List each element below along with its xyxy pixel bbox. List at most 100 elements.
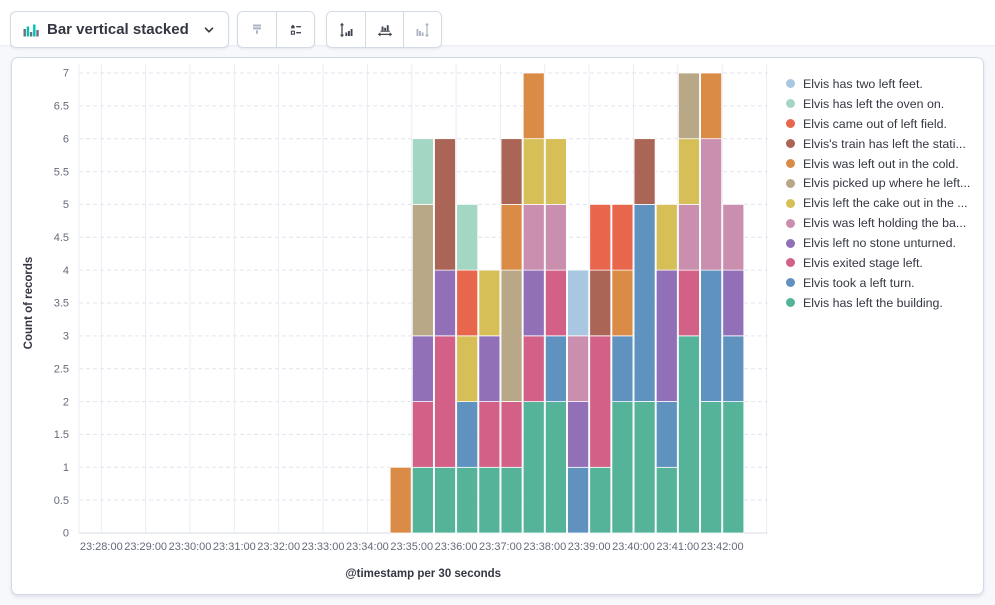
bar-segment[interactable]: Elvis has left the building.: [434, 466, 456, 534]
bar-segment[interactable]: Elvis took a left turn.: [700, 269, 722, 402]
bar-segment[interactable]: Elvis has left the building.: [478, 466, 501, 534]
bar-segment[interactable]: Elvis has two left feet.: [567, 269, 589, 337]
bar-segment[interactable]: Elvis picked up where he left...: [411, 204, 434, 337]
legend-color-dot-icon: [786, 159, 795, 168]
bar-segment[interactable]: Elvis's train has left the stati...: [434, 138, 456, 271]
bar-segment[interactable]: Elvis left no stone unturned.: [434, 269, 456, 337]
legend-item[interactable]: Elvis left the cake out in the ...: [774, 193, 979, 213]
bar-segment[interactable]: Elvis has left the building.: [545, 401, 567, 534]
legend-settings-button[interactable]: [276, 12, 314, 47]
bar-segment[interactable]: Elvis came out of left field.: [456, 269, 479, 337]
bar-segment[interactable]: Elvis was left holding the ba...: [700, 138, 722, 271]
bar-segment[interactable]: Elvis took a left turn.: [611, 335, 634, 402]
legend-item[interactable]: Elvis was left out in the cold.: [774, 154, 979, 174]
legend-item[interactable]: Elvis left no stone unturned.: [774, 233, 979, 253]
bar-segment[interactable]: Elvis was left holding the ba...: [567, 335, 589, 402]
legend-item-label: Elvis left no stone unturned.: [803, 236, 956, 251]
legend-item[interactable]: Elvis was left holding the ba...: [774, 213, 979, 233]
bar-segment[interactable]: Elvis has left the building.: [722, 401, 745, 534]
left-axis-button[interactable]: [327, 12, 365, 47]
bar-segment[interactable]: Elvis was left out in the cold.: [500, 204, 523, 271]
bar-segment[interactable]: Elvis was left out in the cold.: [700, 72, 722, 140]
y-tick-label: 3.5: [54, 298, 69, 310]
bar-segment[interactable]: Elvis took a left turn.: [545, 335, 567, 402]
bar-segment[interactable]: Elvis has left the building.: [500, 466, 523, 534]
legend-color-dot-icon: [786, 278, 795, 288]
bar-segment[interactable]: Elvis exited stage left.: [522, 335, 545, 402]
bar-segment[interactable]: Elvis exited stage left.: [434, 335, 456, 468]
x-tick-label: 23:30:00: [169, 541, 212, 553]
bar-segment[interactable]: Elvis left no stone unturned.: [655, 269, 678, 402]
bar-segment[interactable]: Elvis has left the building.: [589, 466, 612, 534]
bar-segment[interactable]: Elvis exited stage left.: [589, 335, 612, 468]
legend-item[interactable]: Elvis's train has left the stati...: [774, 134, 979, 154]
bar-segment[interactable]: Elvis left no stone unturned.: [722, 269, 745, 337]
x-tick-label: 23:36:00: [435, 541, 478, 553]
y-tick-label: 4.5: [54, 232, 69, 244]
bar-chart-icon: [23, 22, 39, 38]
bar-segment[interactable]: Elvis has left the building.: [700, 401, 722, 534]
bar-segment[interactable]: Elvis was left holding the ba...: [545, 204, 567, 271]
legend-item[interactable]: Elvis has left the oven on.: [774, 94, 979, 114]
legend-item[interactable]: Elvis picked up where he left...: [774, 173, 979, 193]
bottom-axis-button[interactable]: [365, 12, 403, 47]
bar-segment[interactable]: Elvis picked up where he left...: [500, 269, 523, 402]
bar-segment[interactable]: Elvis has left the building.: [633, 401, 656, 534]
bar-segment[interactable]: Elvis was left holding the ba...: [678, 204, 700, 271]
bar-segment[interactable]: Elvis has left the oven on.: [456, 204, 479, 271]
bar-segment[interactable]: Elvis's train has left the stati...: [633, 138, 656, 205]
bar-segment[interactable]: Elvis left no stone unturned.: [411, 335, 434, 402]
legend-item[interactable]: Elvis exited stage left.: [774, 253, 979, 273]
legend-item[interactable]: Elvis came out of left field.: [774, 114, 979, 134]
bar-segment[interactable]: Elvis was left holding the ba...: [722, 204, 745, 271]
chart-type-label: Bar vertical stacked: [47, 21, 189, 38]
bar-segment[interactable]: Elvis took a left turn.: [633, 204, 656, 402]
legend-color-dot-icon: [786, 258, 795, 268]
bar-segment[interactable]: Elvis has left the building.: [611, 401, 634, 534]
bar-segment[interactable]: Elvis left the cake out in the ...: [655, 204, 678, 271]
legend-list-icon: [289, 23, 303, 37]
bar-segment[interactable]: Elvis exited stage left.: [545, 269, 567, 337]
bar-segment[interactable]: Elvis left no stone unturned.: [478, 335, 501, 402]
bar-segment[interactable]: Elvis left the cake out in the ...: [678, 138, 700, 205]
bar-segment[interactable]: Elvis left the cake out in the ...: [478, 269, 501, 337]
bar-segment[interactable]: Elvis picked up where he left...: [678, 72, 700, 140]
legend-item[interactable]: Elvis took a left turn.: [774, 273, 979, 293]
bar-segment[interactable]: Elvis took a left turn.: [456, 401, 479, 468]
bar-segment[interactable]: Elvis was left holding the ba...: [522, 204, 545, 271]
bar-segment[interactable]: Elvis has left the building.: [522, 401, 545, 534]
bar-segment[interactable]: Elvis left no stone unturned.: [567, 401, 589, 468]
legend-item[interactable]: Elvis has left the building.: [774, 293, 979, 313]
bar-segment[interactable]: Elvis took a left turn.: [722, 335, 745, 402]
bar-segment[interactable]: Elvis exited stage left.: [678, 269, 700, 337]
bar-segment[interactable]: Elvis took a left turn.: [567, 466, 589, 534]
bar-segment[interactable]: Elvis exited stage left.: [500, 401, 523, 468]
legend-item-label: Elvis picked up where he left...: [803, 176, 971, 191]
bar-segment[interactable]: Elvis has left the oven on.: [411, 138, 434, 205]
bar-segment[interactable]: Elvis has left the building.: [678, 335, 700, 534]
y-axis-title: Count of records: [23, 257, 35, 350]
chart-type-dropdown[interactable]: Bar vertical stacked: [10, 11, 229, 48]
bar-segment[interactable]: Elvis's train has left the stati...: [500, 138, 523, 205]
bar-segment[interactable]: Elvis's train has left the stati...: [589, 269, 612, 337]
bar-segment[interactable]: Elvis came out of left field.: [611, 204, 634, 271]
bar-segment[interactable]: Elvis left no stone unturned.: [522, 269, 545, 337]
bar-segment[interactable]: Elvis left the cake out in the ...: [522, 138, 545, 205]
bar-segment[interactable]: Elvis has left the building.: [456, 466, 479, 534]
y-tick-label: 5: [63, 199, 69, 211]
bar-segment[interactable]: Elvis took a left turn.: [655, 401, 678, 468]
y-tick-label: 2: [63, 396, 69, 408]
bar-segment[interactable]: Elvis left the cake out in the ...: [456, 335, 479, 402]
bar-segment[interactable]: Elvis was left out in the cold.: [522, 72, 545, 140]
legend-color-dot-icon: [786, 79, 795, 89]
bar-segment[interactable]: Elvis has left the building.: [411, 466, 434, 534]
bar-segment[interactable]: Elvis left the cake out in the ...: [545, 138, 567, 205]
bar-segment[interactable]: Elvis was left out in the cold.: [389, 466, 412, 534]
bar-segment[interactable]: Elvis has left the building.: [655, 466, 678, 534]
x-tick-label: 23:41:00: [656, 541, 699, 553]
bar-segment[interactable]: Elvis was left out in the cold.: [611, 269, 634, 337]
bar-segment[interactable]: Elvis exited stage left.: [411, 401, 434, 468]
bar-segment[interactable]: Elvis exited stage left.: [478, 401, 501, 468]
legend-item[interactable]: Elvis has two left feet.: [774, 74, 979, 94]
bar-segment[interactable]: Elvis came out of left field.: [589, 204, 612, 271]
